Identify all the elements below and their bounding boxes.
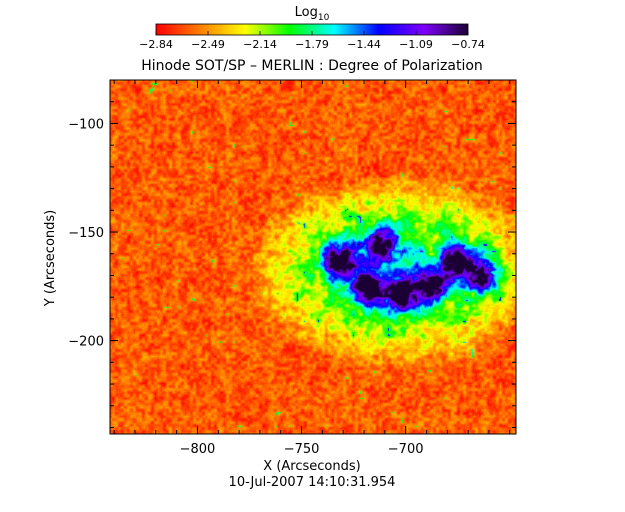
- colorbar-tick-label: −1.79: [295, 38, 329, 51]
- plot-frame: [109, 79, 517, 435]
- colorbar-tick-label: −2.84: [139, 38, 173, 51]
- x-axis-label: X (Arcseconds): [263, 459, 360, 474]
- y-tick-label: −100: [68, 117, 104, 132]
- colorbar-tick-label: −1.44: [347, 38, 381, 51]
- colorbar-label: Log10: [295, 5, 330, 23]
- y-axis-label: Y (Arcseconds): [43, 210, 58, 307]
- timestamp: 10-Jul-2007 14:10:31.954: [229, 475, 396, 490]
- colorbar-tick-label: −2.14: [243, 38, 277, 51]
- x-tick-label: −800: [180, 442, 216, 457]
- y-tick-label: −150: [68, 226, 104, 241]
- y-tick-label: −200: [68, 335, 104, 350]
- colorbar-tick-label: −0.74: [451, 38, 485, 51]
- x-tick-label: −700: [388, 442, 424, 457]
- heatmap-image: [110, 80, 516, 434]
- chart-title: Hinode SOT/SP – MERLIN : Degree of Polar…: [141, 58, 483, 74]
- colorbar-tick-label: −1.09: [399, 38, 433, 51]
- x-tick-label: −750: [284, 442, 320, 457]
- colorbar-tick-label: −2.49: [191, 38, 225, 51]
